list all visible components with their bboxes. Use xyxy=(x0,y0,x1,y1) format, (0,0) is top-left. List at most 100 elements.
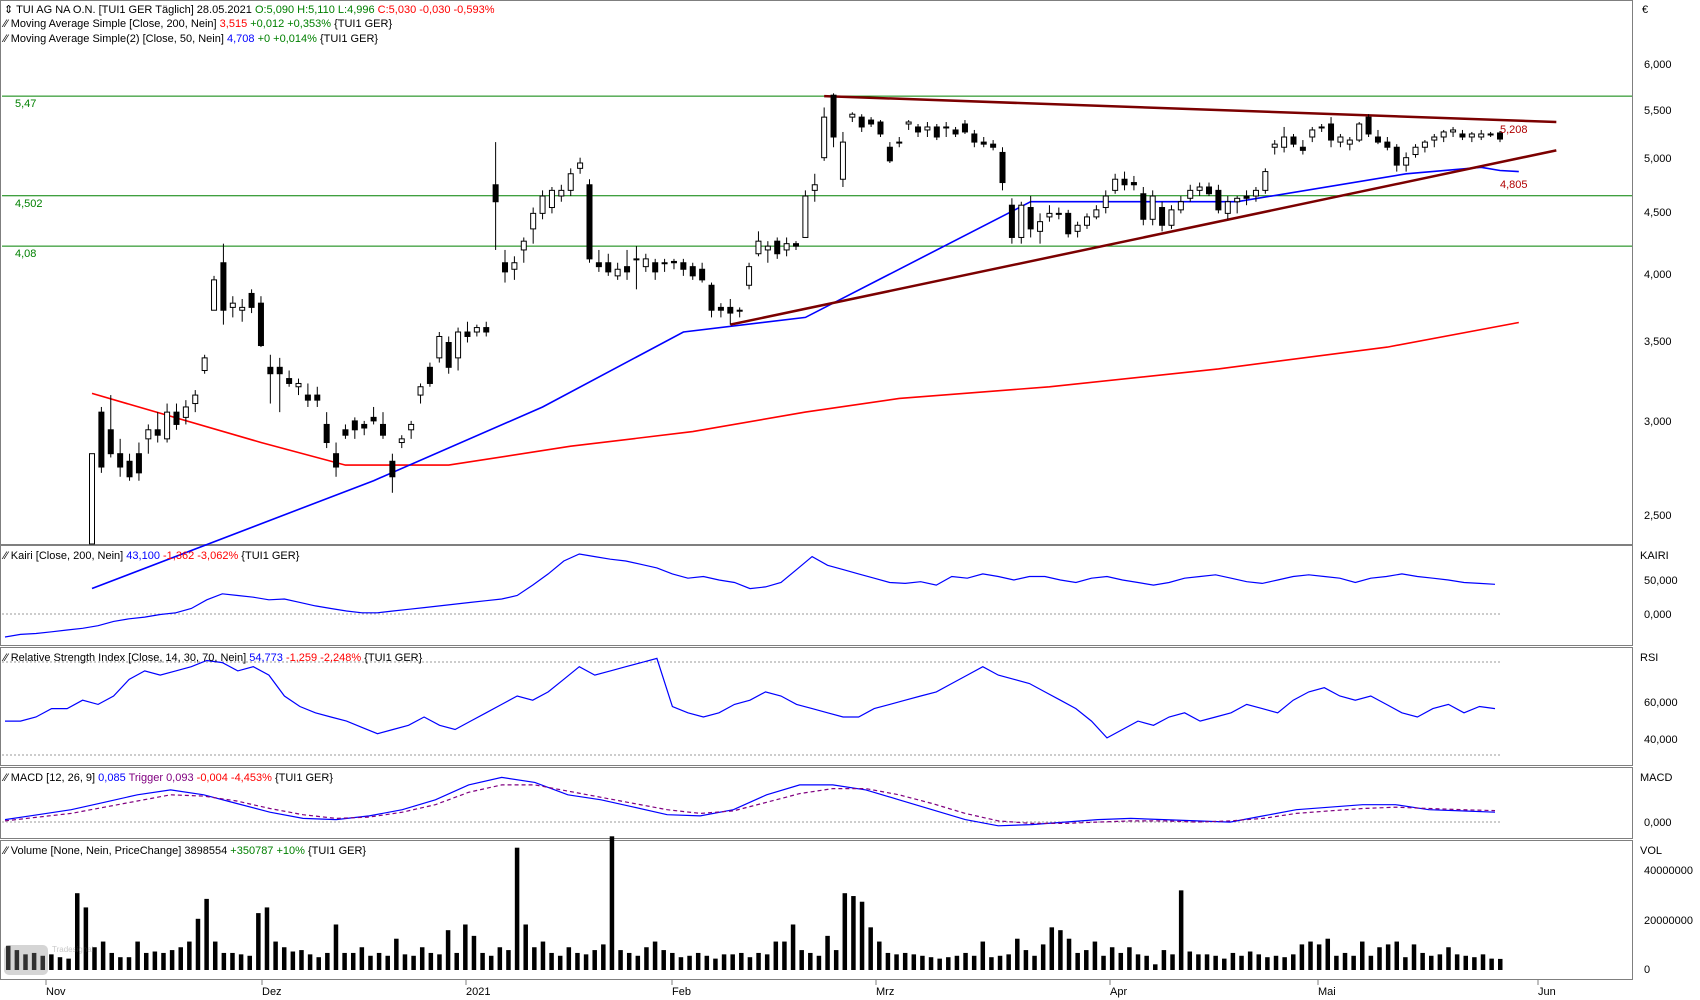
volume-bar-92 xyxy=(799,950,804,970)
volume-bar-120 xyxy=(1040,944,1046,970)
candle-100 xyxy=(1027,196,1034,238)
volume-bar-25 xyxy=(221,952,227,970)
volume-bar-22 xyxy=(195,918,201,970)
candle-120 xyxy=(1215,184,1222,214)
volume-bar-79 xyxy=(687,955,692,970)
volume-bar-11 xyxy=(100,941,106,970)
candle-body xyxy=(877,121,884,135)
candle-4 xyxy=(126,453,133,481)
volume-tick-20m: 20000000 xyxy=(1644,915,1693,927)
level-label-408: 4,08 xyxy=(15,248,36,260)
candle-107 xyxy=(1093,205,1100,220)
volume-bar-81 xyxy=(704,955,710,970)
volume-bar-58 xyxy=(506,950,511,970)
rsi-delta: -1,259 -2,248% xyxy=(286,652,361,664)
candle-68 xyxy=(727,298,734,325)
volume-bar-117 xyxy=(1015,938,1020,970)
candle-91 xyxy=(943,122,950,138)
candle-6 xyxy=(145,424,152,454)
candle-body xyxy=(211,279,218,311)
candle-103 xyxy=(1055,207,1062,220)
candle-body xyxy=(821,116,828,159)
candle-55 xyxy=(605,253,612,276)
rsi-icon: ⁄⁄ xyxy=(1,652,11,664)
volume-bar-23 xyxy=(204,898,209,970)
volume-bar-78 xyxy=(678,957,684,970)
x-label-mai: Mai xyxy=(1318,986,1336,998)
volume-bar-74 xyxy=(644,947,649,970)
volume-bar-90 xyxy=(782,941,787,970)
volume-bar-49 xyxy=(428,952,434,970)
candle-body xyxy=(1065,212,1072,235)
volume-bar-51 xyxy=(445,930,451,970)
watermark-logo xyxy=(4,945,48,975)
candle-body xyxy=(1374,136,1381,143)
volume-tag: {TUI1 GER} xyxy=(308,845,366,857)
candle-body xyxy=(1130,182,1137,186)
candle-body xyxy=(717,306,724,311)
volume-value: 3898554 xyxy=(184,845,227,857)
volume-bar-7 xyxy=(66,958,71,970)
candle-body xyxy=(633,258,640,261)
header-ohlc: O:5,090 H:5,110 L:4,996 xyxy=(255,4,375,16)
volume-bar-2 xyxy=(23,954,28,970)
candle-body xyxy=(1459,133,1466,138)
volume-bar-99 xyxy=(859,901,865,970)
x-label-mrz: Mrz xyxy=(876,986,894,998)
ma50-icon: ⁄⁄ xyxy=(1,33,11,45)
candle-body xyxy=(642,258,649,268)
candle-body xyxy=(586,184,593,260)
candle-body xyxy=(1356,123,1363,141)
price-tick-4500: 4,500 xyxy=(1644,207,1672,219)
candle-105 xyxy=(1074,221,1081,238)
candle-body xyxy=(98,411,105,468)
volume-bar-65 xyxy=(566,947,572,970)
volume-bar-106 xyxy=(920,955,925,970)
volume-bar-55 xyxy=(480,952,485,970)
candle-body xyxy=(624,266,631,273)
volume-bar-66 xyxy=(575,952,580,970)
x-label-feb: Feb xyxy=(672,986,691,998)
rsi-tick-40: 40,000 xyxy=(1644,734,1678,746)
x-label-nov: Nov xyxy=(46,986,66,998)
candle-body xyxy=(126,460,133,478)
volume-bar-93 xyxy=(808,952,813,970)
volume-bar-118 xyxy=(1023,950,1029,970)
candle-118 xyxy=(1196,182,1203,197)
volume-bar-113 xyxy=(980,941,986,970)
volume-bar-151 xyxy=(1308,941,1313,970)
macd-trigger-label: Trigger xyxy=(129,772,164,784)
candle-95 xyxy=(980,137,987,148)
candle-body xyxy=(455,331,462,359)
volume-bar-144 xyxy=(1247,951,1253,970)
candle-body xyxy=(849,113,856,118)
volume-bar-13 xyxy=(118,957,123,970)
volume-bar-164 xyxy=(1420,952,1425,970)
volume-bar-52 xyxy=(454,952,459,970)
candle-body xyxy=(370,416,377,422)
volume-bar-147 xyxy=(1273,955,1279,970)
candle-body xyxy=(708,284,715,311)
candle-57 xyxy=(624,249,631,280)
volume-bar-53 xyxy=(463,924,468,970)
candle-body xyxy=(1083,216,1090,226)
volume-bar-159 xyxy=(1377,947,1382,970)
volume-bar-70 xyxy=(609,836,615,970)
volume-bar-96 xyxy=(833,950,839,970)
candle-62 xyxy=(670,258,677,270)
candle-body xyxy=(1252,189,1259,197)
volume-bar-91 xyxy=(790,924,796,970)
volume-bar-135 xyxy=(1170,954,1175,970)
volume-bar-19 xyxy=(169,950,175,970)
candle-body xyxy=(990,143,997,148)
rsi-panel-frame xyxy=(0,647,1633,766)
volume-bar-64 xyxy=(557,955,563,970)
volume-bar-12 xyxy=(109,952,114,970)
candle-52 xyxy=(577,157,584,174)
candle-63 xyxy=(680,258,687,276)
candle-11 xyxy=(192,390,199,413)
candle-144 xyxy=(1440,129,1447,143)
candle-body xyxy=(267,366,274,375)
candle-body xyxy=(558,189,565,197)
